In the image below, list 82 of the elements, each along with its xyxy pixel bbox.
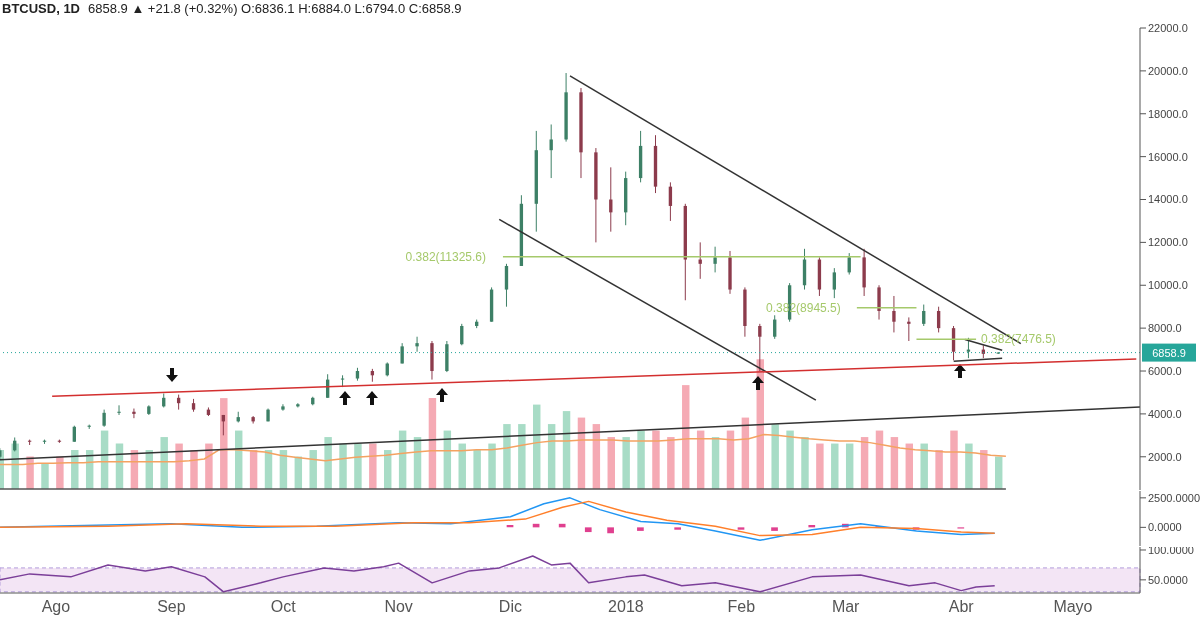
- candlestick: [832, 267, 836, 299]
- y-tick-label: 6000.0: [1148, 364, 1182, 377]
- candlestick: [415, 336, 419, 353]
- bar: [41, 463, 49, 489]
- bar: [801, 437, 809, 489]
- candlestick: [907, 316, 911, 342]
- y-tick-label: 18000.0: [1148, 107, 1188, 120]
- y-tick-label: 100.0000: [1148, 543, 1194, 556]
- bar: [637, 430, 645, 489]
- y-tick-label: 20000.0: [1148, 64, 1188, 77]
- bar: [503, 424, 511, 489]
- bar: [845, 443, 854, 489]
- candlestick: [117, 404, 121, 416]
- bar: [190, 450, 198, 489]
- bar: [935, 450, 943, 489]
- x-tick-label: Mar: [831, 598, 861, 616]
- y-tick-label: 2000.0: [1148, 450, 1182, 463]
- y-tick-label: 14000.0: [1148, 193, 1188, 206]
- bar: [309, 450, 317, 489]
- x-tick-label: Sep: [157, 598, 186, 616]
- bar: [771, 424, 779, 489]
- candlestick: [251, 415, 255, 425]
- bar: [652, 430, 660, 489]
- bar: [175, 443, 183, 489]
- candlestick: [892, 295, 896, 333]
- candlestick: [504, 263, 509, 308]
- bar: [622, 437, 630, 489]
- bar: [473, 450, 481, 489]
- bar: [488, 443, 496, 489]
- y-tick-label: 2500.0000: [1148, 491, 1200, 504]
- y-tick-label: 50.0000: [1148, 573, 1188, 586]
- bar: [726, 430, 735, 489]
- x-tick-label: Ago: [41, 598, 71, 616]
- bar: [339, 443, 347, 489]
- bar: [831, 443, 839, 489]
- y-tick-label: 10000.0: [1148, 279, 1188, 292]
- bar: [160, 437, 168, 489]
- bar: [71, 450, 79, 489]
- candlestick: [296, 402, 300, 408]
- y-tick-label: 4000.0: [1148, 407, 1182, 420]
- bar: [518, 424, 526, 489]
- bar: [369, 443, 377, 489]
- x-tick-label: 2018: [608, 598, 644, 616]
- x-tick-label: Oct: [270, 598, 297, 616]
- chart-title: BTCUSD, 1D: [2, 1, 81, 16]
- y-tick-label: 22000.0: [1148, 21, 1188, 34]
- bar: [965, 443, 973, 489]
- bar: [354, 443, 362, 489]
- y-tick-label: 12000.0: [1148, 236, 1188, 249]
- bar: [220, 398, 228, 489]
- bar: [205, 443, 213, 489]
- ref-line-label: 6858.9: [1152, 346, 1186, 359]
- candlestick: [281, 403, 285, 412]
- x-tick-label: Nov: [384, 598, 413, 616]
- candlestick: [713, 246, 717, 273]
- y-tick-label: 16000.0: [1148, 150, 1188, 163]
- chart-subtitle: 6858.9 ▲ +21.8 (+0.32%) O:6836.1 H:6884.0 L:6794.0 C:6858.9: [88, 1, 462, 16]
- y-tick-label: 8000.0: [1148, 322, 1182, 335]
- candlestick: [400, 342, 404, 365]
- series-label: 0.382(11325.6): [405, 249, 487, 264]
- bar: [994, 456, 1003, 489]
- bar: [667, 437, 675, 489]
- x-tick-label: Dic: [498, 598, 522, 616]
- candlestick: [877, 284, 881, 321]
- y-tick-label: 0.0000: [1148, 521, 1182, 534]
- x-tick-label: Feb: [727, 598, 756, 616]
- candlestick: [922, 304, 926, 327]
- bar: [950, 430, 958, 489]
- x-tick-label: Abr: [948, 598, 975, 616]
- bar: [26, 456, 34, 489]
- bar: [682, 385, 690, 489]
- bar: [786, 430, 794, 489]
- line-series: [0, 555, 996, 593]
- bar: [980, 450, 988, 489]
- candlestick: [132, 408, 136, 419]
- candlestick: [549, 123, 553, 179]
- x-tick-label: Mayo: [1053, 598, 1093, 616]
- bar: [324, 437, 332, 489]
- bar: [816, 443, 824, 489]
- bar: [56, 456, 64, 489]
- bar: [890, 437, 899, 489]
- bar: [920, 443, 928, 489]
